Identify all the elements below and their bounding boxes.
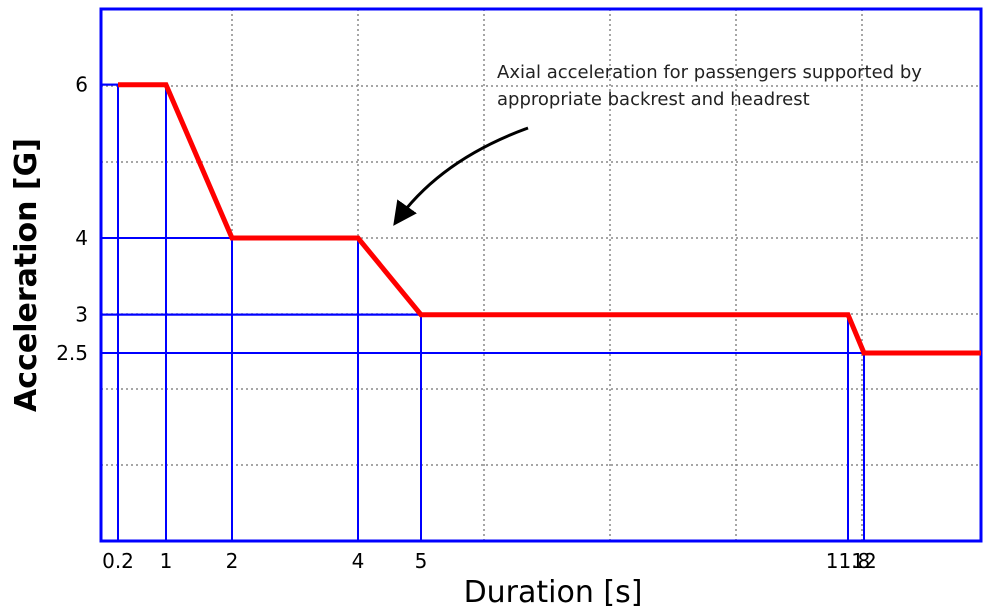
x-tick-label: 2: [226, 549, 239, 573]
x-tick-label: 0.2: [102, 549, 134, 573]
annotation-line-1: Axial acceleration for passengers suppor…: [497, 62, 922, 83]
acceleration-curve: [118, 82, 981, 356]
x-tick-labels: 0.2 1 2 4 5 11.812: [102, 549, 877, 573]
annotation-arrow: [393, 126, 529, 226]
annotation: Axial acceleration for passengers suppor…: [393, 62, 922, 226]
x-tick-label: 4: [352, 549, 365, 573]
x-axis-title: Duration [s]: [464, 575, 643, 610]
x-tick-label: 11.8: [826, 549, 871, 573]
y-tick-labels: 6 4 3 2.5: [56, 73, 88, 365]
y-tick-label: 2.5: [56, 341, 88, 365]
y-tick-label: 4: [75, 226, 88, 250]
x-tick-label: 12: [851, 549, 876, 573]
x-tick-label: 1: [160, 549, 173, 573]
y-axis-title: Acceleration [G]: [9, 138, 44, 412]
annotation-line-2: appropriate backrest and headrest: [497, 89, 810, 110]
x-tick-label: 5: [415, 549, 428, 573]
y-tick-label: 6: [75, 73, 88, 97]
y-tick-label: 3: [75, 303, 88, 327]
plot-frame: [99, 7, 983, 543]
